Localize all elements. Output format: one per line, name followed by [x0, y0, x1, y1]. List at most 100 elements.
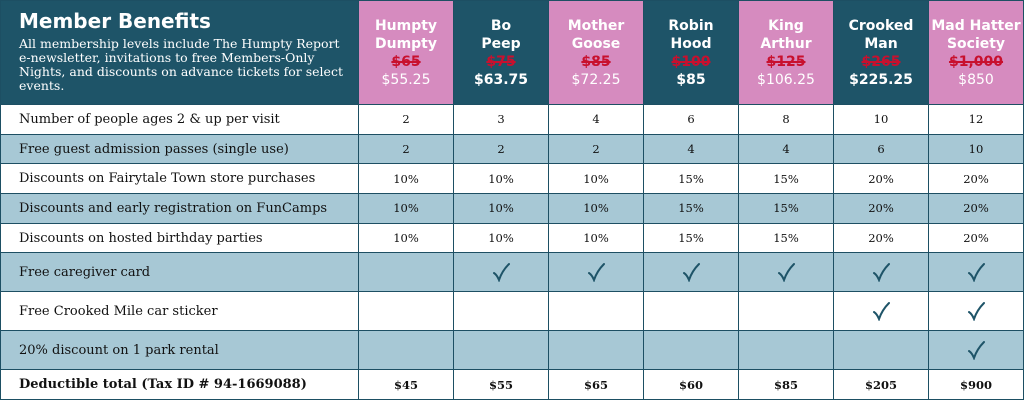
benefit-cell: 10 — [928, 133, 1024, 165]
benefit-cell: $900 — [928, 369, 1024, 400]
level-header: Humpty Dumpty $65 $55.25 — [358, 0, 454, 105]
price: $55.25 — [381, 71, 431, 88]
benefit-cell: 15% — [738, 193, 834, 224]
benefit-cell: 10% — [453, 193, 549, 224]
benefit-cell: 10 — [833, 104, 929, 135]
benefit-cell: 15% — [738, 163, 834, 195]
benefit-row: Free Crooked Mile car sticker — [0, 291, 1024, 332]
old-price: $65 — [391, 53, 421, 70]
benefit-cell: 12 — [928, 104, 1024, 135]
intro-cell: Member Benefits All membership levels in… — [0, 0, 359, 105]
benefit-cell: 15% — [643, 222, 739, 254]
check-mark — [968, 341, 985, 361]
level-name: Humpty Dumpty — [374, 17, 438, 52]
benefit-row: Discounts on hosted birthday parties 10% 1… — [0, 222, 1024, 254]
old-price: $125 — [766, 53, 806, 70]
benefit-cell: 10% — [453, 163, 549, 195]
benefit-cell: 4 — [643, 133, 739, 165]
benefit-label: Free Crooked Mile car sticker — [0, 291, 359, 332]
title: Member Benefits — [19, 9, 211, 33]
check-mark — [493, 263, 510, 283]
level-name: Mad Hatter Society — [931, 17, 1021, 52]
benefit-label: Deductible total (Tax ID # 94-1669088) — [0, 369, 359, 400]
check-mark — [778, 263, 795, 283]
benefit-cell: 20% — [928, 193, 1024, 224]
benefit-cell: $55 — [453, 369, 549, 400]
benefit-cell — [358, 330, 454, 371]
benefit-cell: 8 — [738, 104, 834, 135]
benefit-cell: 2 — [453, 133, 549, 165]
benefit-label: Discounts and early registration on FunC… — [0, 193, 359, 224]
level-header: Mother Goose $85 $72.25 — [548, 0, 644, 105]
benefit-cell — [548, 291, 644, 332]
benefit-row: Free guest admission passes (single use)… — [0, 133, 1024, 165]
benefit-cell: 15% — [643, 163, 739, 195]
benefit-cell: 10% — [548, 193, 644, 224]
check-mark — [873, 263, 890, 283]
benefit-cell — [928, 252, 1024, 293]
benefit-label: Free guest admission passes (single use) — [0, 133, 359, 165]
benefit-cell — [453, 291, 549, 332]
benefit-cell: 10% — [548, 222, 644, 254]
benefit-cell: 20% — [833, 193, 929, 224]
benefit-cell: 4 — [548, 104, 644, 135]
benefit-cell — [643, 291, 739, 332]
level-name: Mother Goose — [567, 17, 625, 52]
benefit-cell — [548, 252, 644, 293]
benefit-cell — [833, 330, 929, 371]
benefit-cell: 10% — [358, 163, 454, 195]
benefit-cell: 20% — [928, 222, 1024, 254]
benefit-cell: $45 — [358, 369, 454, 400]
benefit-cell: 15% — [643, 193, 739, 224]
benefit-cell: $85 — [738, 369, 834, 400]
price: $72.25 — [571, 71, 621, 88]
price: $850 — [958, 71, 994, 88]
benefit-cell — [643, 252, 739, 293]
benefit-row: Deductible total (Tax ID # 94-1669088) $4… — [0, 369, 1024, 400]
header-row: Member Benefits All membership levels in… — [0, 0, 1024, 105]
benefit-row: Discounts on Fairytale Town store purcha… — [0, 163, 1024, 195]
old-price: $265 — [861, 53, 901, 70]
benefit-cell: 2 — [358, 133, 454, 165]
benefit-row: Free caregiver card — [0, 252, 1024, 293]
level-name: Bo Peep — [481, 17, 521, 52]
old-price: $1,000 — [948, 53, 1004, 70]
benefit-cell: 20% — [833, 163, 929, 195]
level-name: King Arthur — [760, 17, 812, 52]
benefit-cell: $60 — [643, 369, 739, 400]
check-mark — [873, 302, 890, 322]
benefit-label: Discounts on Fairytale Town store purcha… — [0, 163, 359, 195]
benefit-cell — [358, 252, 454, 293]
price: $85 — [676, 71, 706, 88]
table-body: Number of people ages 2 & up per visit 2 3… — [0, 104, 1024, 400]
level-name: Crooked Man — [848, 17, 914, 52]
check-mark — [588, 263, 605, 283]
benefit-cell — [833, 291, 929, 332]
price: $106.25 — [757, 71, 815, 88]
benefit-cell — [928, 291, 1024, 332]
benefit-cell: 15% — [738, 222, 834, 254]
benefit-label: Discounts on hosted birthday parties — [0, 222, 359, 254]
old-price: $75 — [486, 53, 516, 70]
benefit-label: Number of people ages 2 & up per visit — [0, 104, 359, 135]
benefit-row: Discounts and early registration on FunC… — [0, 193, 1024, 224]
check-mark — [968, 302, 985, 322]
benefit-cell — [358, 291, 454, 332]
benefit-cell: 20% — [833, 222, 929, 254]
benefit-cell — [548, 330, 644, 371]
price: $225.25 — [849, 71, 913, 88]
benefit-cell — [928, 330, 1024, 371]
benefit-cell: 6 — [643, 104, 739, 135]
benefit-row: Number of people ages 2 & up per visit 2 3… — [0, 104, 1024, 135]
benefit-cell: 10% — [358, 222, 454, 254]
benefit-cell — [453, 330, 549, 371]
level-header: King Arthur $125 $106.25 — [738, 0, 834, 105]
benefit-cell — [453, 252, 549, 293]
benefit-cell — [643, 330, 739, 371]
benefit-cell — [738, 291, 834, 332]
benefit-cell: 10% — [453, 222, 549, 254]
check-mark — [968, 263, 985, 283]
benefit-cell: 3 — [453, 104, 549, 135]
